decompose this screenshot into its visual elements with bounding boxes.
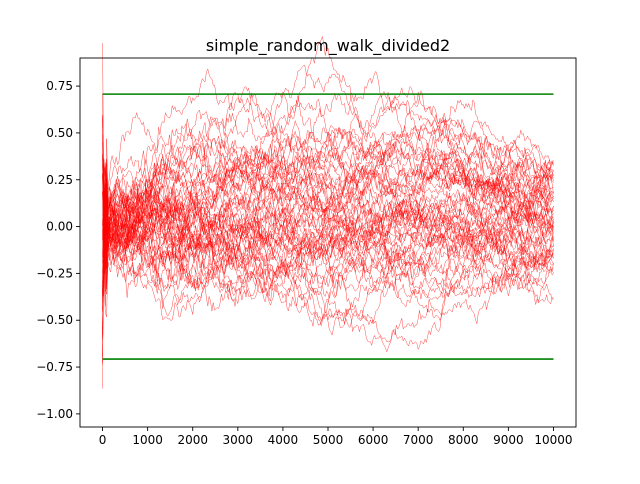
x-tick-label: 9000 <box>493 433 524 447</box>
y-tick-label: −0.75 <box>36 360 73 374</box>
y-tick-label: 0.00 <box>46 220 73 234</box>
random-walk-line <box>102 158 554 363</box>
random-walk-line <box>102 201 554 352</box>
random-walk-lines <box>102 36 554 389</box>
random-walk-line <box>102 86 554 289</box>
random-walk-line <box>102 120 554 318</box>
random-walk-line <box>102 187 554 356</box>
chart-title: simple_random_walk_divided2 <box>206 36 450 56</box>
y-tick-label: 0.50 <box>46 126 73 140</box>
y-tick-label: −0.50 <box>36 313 73 327</box>
random-walk-line <box>102 164 554 290</box>
random-walk-line <box>102 93 554 266</box>
axes: 0 1000 2000 3000 4000 5000 6000 7000 8000 9000 100… <box>36 57 577 447</box>
y-tick-label: −1.00 <box>36 407 73 421</box>
random-walk-line <box>102 143 554 247</box>
random-walk-line <box>102 131 554 325</box>
x-tick-label: 8000 <box>448 433 479 447</box>
bound-lines <box>102 93 554 360</box>
x-tick-label: 1000 <box>132 433 163 447</box>
random-walk-line <box>102 65 554 329</box>
x-tick-label: 3000 <box>223 433 254 447</box>
random-walk-line <box>102 226 554 343</box>
random-walk-line <box>102 43 554 277</box>
x-tick-label: 4000 <box>268 433 299 447</box>
random-walk-line <box>102 95 554 284</box>
random-walk-line <box>102 134 554 336</box>
random-walk-line <box>102 150 554 276</box>
y-tick-label: 0.75 <box>46 79 73 93</box>
random-walk-line <box>102 124 554 246</box>
x-tick-label: 7000 <box>403 433 434 447</box>
x-tick-label: 0 <box>99 433 107 447</box>
random-walk-line <box>102 126 554 261</box>
x-tick-label: 5000 <box>313 433 344 447</box>
random-walk-line <box>102 173 554 313</box>
random-walk-line <box>102 119 554 300</box>
random-walk-line <box>102 114 554 285</box>
random-walk-line <box>102 91 554 294</box>
random-walk-line <box>102 187 554 307</box>
random-walk-line <box>102 142 554 262</box>
random-walk-line <box>102 120 554 298</box>
random-walk-line <box>102 184 554 316</box>
random-walk-line <box>102 138 554 294</box>
random-walk-line <box>102 153 554 285</box>
random-walk-line <box>102 196 554 279</box>
random-walk-line <box>102 175 554 296</box>
x-tick-label: 10000 <box>534 433 572 447</box>
random-walk-line <box>102 177 554 335</box>
y-tick-label: 0.25 <box>46 173 73 187</box>
random-walk-line <box>102 172 554 287</box>
random-walk-line <box>102 125 554 340</box>
x-tick-label: 2000 <box>177 433 208 447</box>
random-walk-line <box>102 166 554 320</box>
x-tick-label: 6000 <box>358 433 389 447</box>
random-walk-line <box>102 163 554 331</box>
y-tick-label: −0.25 <box>36 266 73 280</box>
random-walk-line <box>102 115 554 271</box>
random-walk-line <box>102 36 554 311</box>
random-walk-line <box>102 184 554 297</box>
random-walk-line <box>102 187 554 298</box>
random-walk-line <box>102 183 554 301</box>
random-walk-line <box>102 151 554 270</box>
random-walk-line <box>102 134 554 269</box>
